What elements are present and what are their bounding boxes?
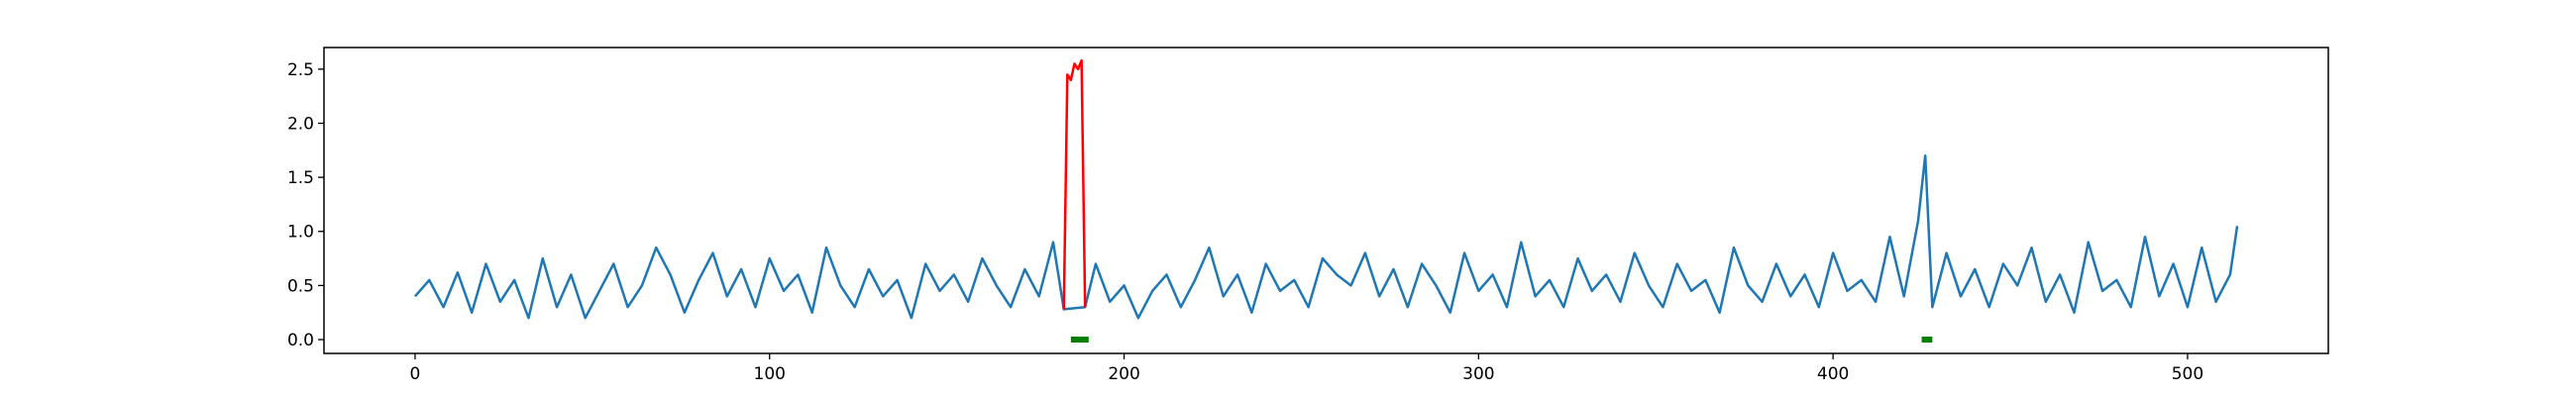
series-line — [1062, 58, 1087, 310]
x-tick-label: 500 — [2172, 364, 2203, 384]
y-tick-label: 2.0 — [287, 114, 314, 134]
y-tick-label: 2.5 — [287, 60, 314, 80]
x-tick-label: 0 — [410, 364, 421, 384]
y-tick-label: 0.0 — [287, 331, 314, 350]
y-tick-label: 1.0 — [287, 223, 314, 243]
x-tick-label: 200 — [1108, 364, 1139, 384]
y-tick-label: 0.5 — [287, 276, 314, 296]
x-tick-label: 300 — [1462, 364, 1494, 384]
x-tick-label: 100 — [754, 364, 786, 384]
series-line — [414, 154, 2239, 320]
x-tick-label: 400 — [1817, 364, 1849, 384]
y-tick-label: 1.5 — [287, 168, 314, 188]
axes-frame — [323, 47, 2329, 354]
